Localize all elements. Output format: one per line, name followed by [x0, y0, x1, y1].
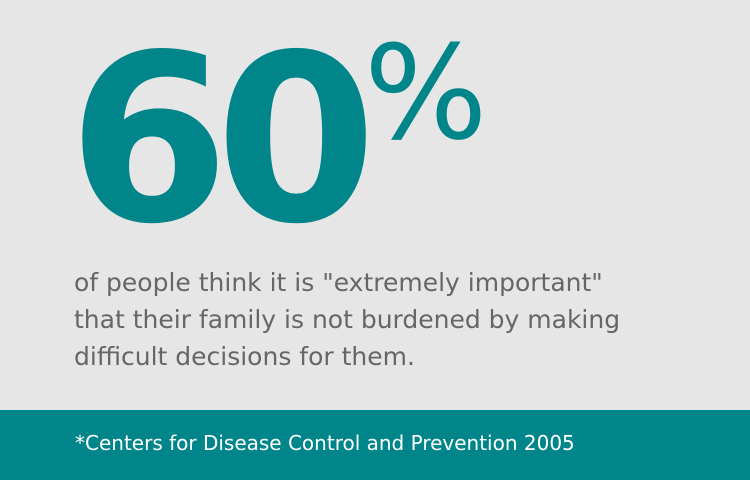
description-line: of people think it is "extremely importa…: [74, 268, 603, 297]
statistic: 60 %: [68, 5, 548, 275]
description-line: that their family is not burdened by mak…: [74, 305, 621, 334]
source-citation: *Centers for Disease Control and Prevent…: [75, 431, 575, 455]
statistic-value: 60: [68, 5, 377, 275]
description-line: difficult decisions for them.: [74, 342, 415, 371]
percent-sign: %: [364, 17, 488, 169]
statistic-description: of people think it is "extremely importa…: [74, 264, 694, 375]
source-footer: *Centers for Disease Control and Prevent…: [0, 410, 750, 480]
infographic-card: 60 % of people think it is "extremely im…: [68, 5, 694, 375]
